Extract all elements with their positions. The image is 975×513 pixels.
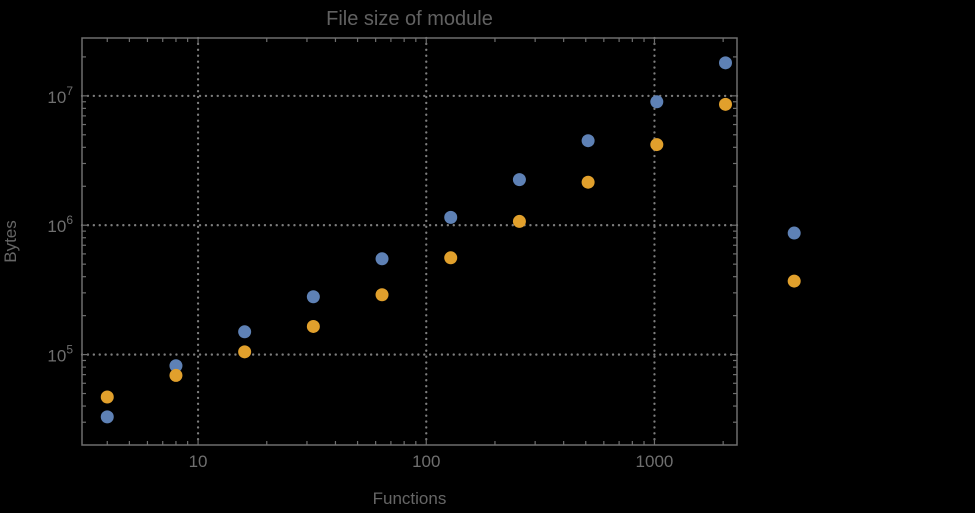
y-tick-labels: 105 106 107 [47, 84, 73, 366]
data-point-orange [718, 97, 732, 111]
y-tick-label: 107 [47, 84, 73, 107]
data-point-blue [100, 410, 114, 424]
data-point-blue [512, 173, 526, 187]
y-tick-label: 106 [47, 213, 73, 236]
y-tick-label: 105 [47, 343, 73, 366]
data-point-blue [581, 134, 595, 148]
gridlines [80, 36, 739, 447]
y-tick-exponent: 7 [66, 84, 73, 98]
x-axis-label: Functions [373, 489, 447, 508]
y-axis-label: Bytes [1, 220, 20, 263]
x-tick-label: 1000 [636, 452, 674, 471]
data-point-blue [169, 359, 183, 373]
data-point-blue [787, 226, 801, 240]
data-point-orange [581, 175, 595, 189]
data-point-blue [306, 290, 320, 304]
x-tick-label: 10 [189, 452, 208, 471]
axis-ticks [82, 38, 737, 445]
y-tick-exponent: 6 [66, 213, 73, 227]
data-point-blue [718, 56, 732, 70]
series-blue-points [100, 56, 801, 424]
series-orange-points [100, 97, 801, 404]
data-point-orange [650, 138, 664, 152]
data-point-orange [512, 214, 526, 228]
x-tick-label: 100 [412, 452, 440, 471]
x-tick-labels: 10 100 1000 [189, 452, 674, 471]
data-point-orange [375, 288, 389, 302]
chart-title: File size of module [326, 8, 493, 30]
data-point-blue [238, 325, 252, 339]
data-points [100, 56, 801, 424]
data-point-orange [238, 345, 252, 359]
data-point-orange [100, 390, 114, 404]
data-point-orange [787, 274, 801, 288]
data-point-blue [444, 210, 458, 224]
y-tick-exponent: 5 [66, 343, 73, 357]
data-point-orange [169, 368, 183, 382]
data-point-orange [306, 319, 320, 333]
data-point-orange [444, 251, 458, 265]
plot-frame [81, 37, 738, 446]
data-point-blue [375, 252, 389, 266]
data-point-blue [650, 95, 664, 109]
